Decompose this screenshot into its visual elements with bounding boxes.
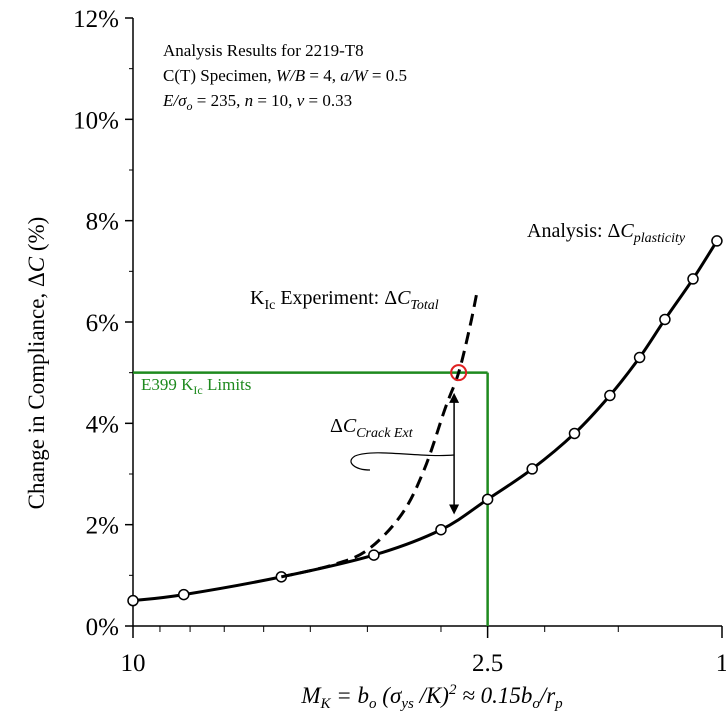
data-point-marker <box>633 351 646 364</box>
x-tick-label: 2.5 <box>472 650 503 677</box>
data-point-marker <box>526 463 538 475</box>
annotation-analysis: Analysis: ΔCplasticity <box>527 220 686 246</box>
y-tick-label: 4% <box>86 411 119 438</box>
data-point-marker <box>178 588 190 601</box>
x-tick-label: 1 <box>716 650 726 677</box>
highlight-circle <box>450 364 468 382</box>
data-point-marker <box>368 549 380 561</box>
annotation-specimen: C(T) Specimen, W/B = 4, a/W = 0.5 <box>163 66 407 85</box>
data-point-marker <box>568 427 581 440</box>
x-tick-label: 10 <box>121 650 146 677</box>
data-point-marker <box>604 389 616 402</box>
y-tick-label: 0% <box>86 614 119 641</box>
crack-ext-arrowhead-down <box>449 504 460 515</box>
data-point-marker <box>127 594 139 607</box>
crack-ext-arrowhead-up <box>449 392 460 403</box>
analysis-plasticity-line <box>132 240 719 603</box>
series-layer <box>127 235 723 607</box>
e399-limits <box>133 371 489 626</box>
data-point-marker <box>711 235 723 247</box>
y-tick-label: 2% <box>86 513 119 540</box>
experiment-total-line <box>280 288 480 579</box>
y-tick-label: 6% <box>86 310 119 337</box>
limits-label: E399 KIc Limits <box>141 375 251 397</box>
annotation-experiment: KIc Experiment: ΔCTotal <box>250 287 439 313</box>
data-point-marker <box>687 273 699 285</box>
annotation-title: Analysis Results for 2219-T8 <box>163 41 364 60</box>
annotation-material: E/σo = 235, n = 10, v = 0.33 <box>162 91 352 113</box>
y-axis-title: Change in Compliance, ΔC (%) <box>24 217 49 510</box>
ticks-layer: 0% 2% 4% 6% 8% 10% 12% 10 2.5 1 <box>73 6 726 677</box>
crack-ext-leader <box>350 452 455 471</box>
data-point-marker <box>435 523 447 536</box>
x-axis-title: MK = bo (σys /K)2 ≈ 0.15bo/rp <box>300 682 563 712</box>
y-tick-label: 8% <box>86 209 119 236</box>
y-tick-label: 12% <box>73 6 119 33</box>
data-point-marker <box>659 313 671 326</box>
annotation-crack-ext: ΔCCrack Ext <box>330 415 414 441</box>
data-point-marker <box>481 493 494 506</box>
y-tick-label: 10% <box>73 107 119 134</box>
annotations <box>350 392 460 515</box>
